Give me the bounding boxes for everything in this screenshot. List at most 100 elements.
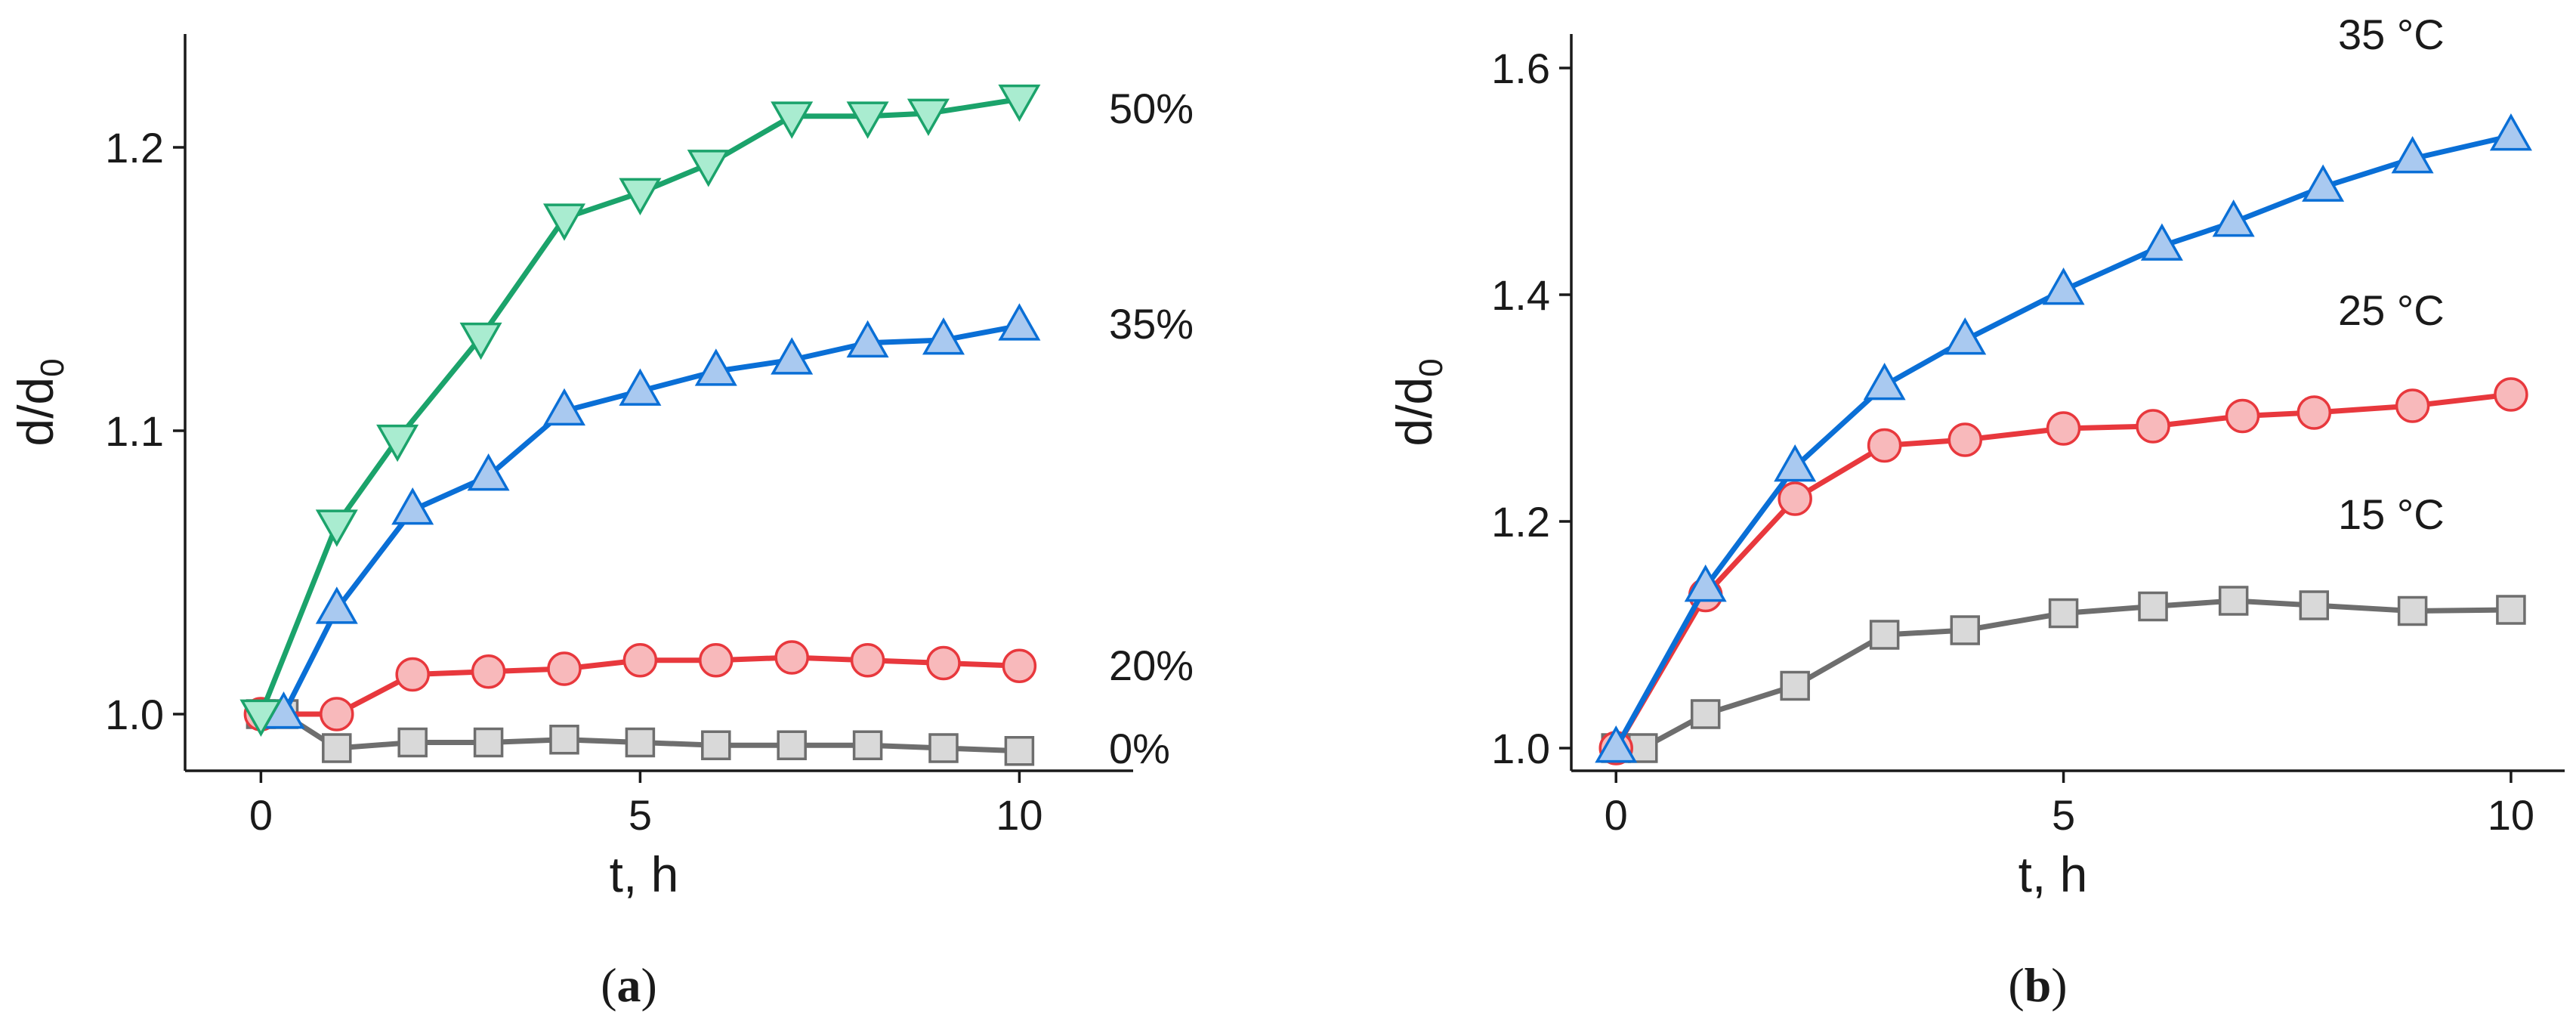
- y-tick-label: 1.0: [1491, 725, 1550, 772]
- data-point-square: [701, 730, 731, 760]
- series-label: 15 °C: [2338, 490, 2445, 538]
- x-tick-label: 5: [2052, 791, 2075, 839]
- data-point-square: [1869, 620, 1900, 650]
- data-point-square: [473, 727, 504, 758]
- data-point-triangle-down: [315, 509, 358, 547]
- data-point-circle: [926, 645, 961, 681]
- panel-label-open: (: [2008, 958, 2024, 1012]
- data-point-triangle-up: [998, 303, 1041, 341]
- data-point-circle: [1947, 422, 1983, 457]
- data-point-circle: [320, 697, 354, 731]
- data-point-triangle-up: [922, 317, 965, 355]
- data-point-triangle-up: [542, 388, 586, 426]
- y-axis-label: d/d0: [8, 358, 71, 446]
- data-point-square: [1780, 670, 1810, 701]
- data-point-square: [777, 730, 807, 760]
- data-point-triangle-up: [771, 337, 814, 375]
- data-point-circle: [2046, 411, 2081, 446]
- data-point-circle: [1002, 648, 1037, 683]
- data-point-square: [397, 727, 428, 758]
- data-point-triangle-down: [846, 101, 889, 139]
- data-point-circle: [699, 643, 734, 678]
- data-point-square: [2138, 591, 2168, 622]
- data-point-triangle-up: [1944, 317, 1987, 355]
- y-tick-label: 1.2: [105, 124, 164, 172]
- data-point-square: [322, 733, 352, 763]
- data-point-triangle-down: [542, 203, 586, 241]
- data-point-circle: [547, 651, 582, 686]
- data-point-square: [928, 733, 959, 763]
- panel-label: (b): [2008, 958, 2067, 1012]
- data-point-triangle-down: [376, 424, 419, 462]
- series-label: 50%: [1109, 85, 1194, 132]
- y-tick-label: 1.0: [105, 691, 164, 738]
- y-axis-label-main: d/d: [1386, 377, 1442, 447]
- data-point-triangle-up: [2042, 268, 2085, 305]
- data-point-circle: [2395, 388, 2430, 423]
- series-label: 25 °C: [2338, 286, 2445, 334]
- data-point-circle: [850, 643, 885, 678]
- data-point-triangle-up: [2212, 199, 2255, 237]
- data-point-square: [2496, 595, 2526, 625]
- data-point-triangle-up: [2489, 113, 2532, 151]
- y-tick-label: 1.1: [105, 407, 164, 455]
- data-point-triangle-up: [391, 487, 434, 525]
- series-label: 20%: [1109, 642, 1194, 689]
- data-point-circle: [2136, 409, 2170, 444]
- y-axis-label: d/d0: [1386, 358, 1450, 446]
- series-label: 0%: [1109, 725, 1170, 772]
- data-point-circle: [471, 654, 506, 689]
- data-point-circle: [622, 643, 658, 678]
- y-tick-label: 1.4: [1491, 271, 1550, 319]
- series-label: 35 °C: [2338, 11, 2445, 58]
- y-axis-label-subscript: 0: [1413, 358, 1450, 376]
- data-point-square: [549, 725, 579, 755]
- data-point-triangle-up: [1684, 564, 1727, 602]
- x-tick-label: 0: [249, 791, 273, 839]
- y-axis-label-main: d/d: [8, 377, 63, 447]
- panel-label-close: ): [641, 958, 657, 1012]
- data-point-square: [2218, 586, 2249, 616]
- data-point-square: [1950, 615, 1981, 645]
- y-tick-label: 1.2: [1491, 498, 1550, 546]
- data-point-square: [1004, 736, 1035, 766]
- data-point-triangle-up: [315, 586, 358, 624]
- data-point-triangle-down: [998, 84, 1041, 122]
- data-point-square: [2299, 590, 2330, 620]
- series-line-1: [1614, 391, 2512, 750]
- panel-label: (a): [601, 958, 657, 1012]
- y-axis-label-subscript: 0: [34, 358, 71, 376]
- panel-label-open: (: [601, 958, 616, 1012]
- data-point-circle: [2296, 395, 2332, 430]
- data-point-circle: [2225, 398, 2260, 434]
- data-point-triangle-up: [2391, 136, 2434, 174]
- data-point-square: [2397, 595, 2428, 626]
- data-point-triangle-down: [459, 322, 502, 360]
- data-point-circle: [774, 640, 809, 675]
- panel-label-letter: a: [617, 958, 641, 1012]
- x-tick-label: 10: [996, 791, 1042, 839]
- data-point-triangle-up: [694, 348, 737, 386]
- x-axis-label: t, h: [610, 846, 679, 902]
- panel-a: 1.01.11.20 5 10t, hd/d00%20%35%50%(a): [8, 34, 1194, 1012]
- data-point-circle: [1778, 481, 1812, 516]
- data-point-square: [625, 727, 656, 758]
- data-point-triangle-up: [846, 320, 889, 358]
- data-point-triangle-down: [771, 101, 814, 139]
- data-point-triangle-up: [2302, 164, 2345, 202]
- series-label: 35%: [1109, 300, 1194, 348]
- y-tick-label: 1.6: [1491, 45, 1550, 92]
- x-tick-label: 5: [629, 791, 652, 839]
- data-point-triangle-up: [467, 453, 510, 491]
- data-point-triangle-down: [239, 699, 283, 737]
- data-point-triangle-up: [1774, 444, 1817, 482]
- data-point-triangle-down: [687, 150, 730, 187]
- panel-label-letter: b: [2025, 958, 2052, 1012]
- data-point-triangle-down: [907, 98, 950, 136]
- data-point-circle: [1867, 428, 1902, 463]
- data-point-triangle-up: [1595, 725, 1638, 763]
- data-point-triangle-up: [1863, 363, 1906, 401]
- data-point-triangle-up: [2140, 223, 2183, 261]
